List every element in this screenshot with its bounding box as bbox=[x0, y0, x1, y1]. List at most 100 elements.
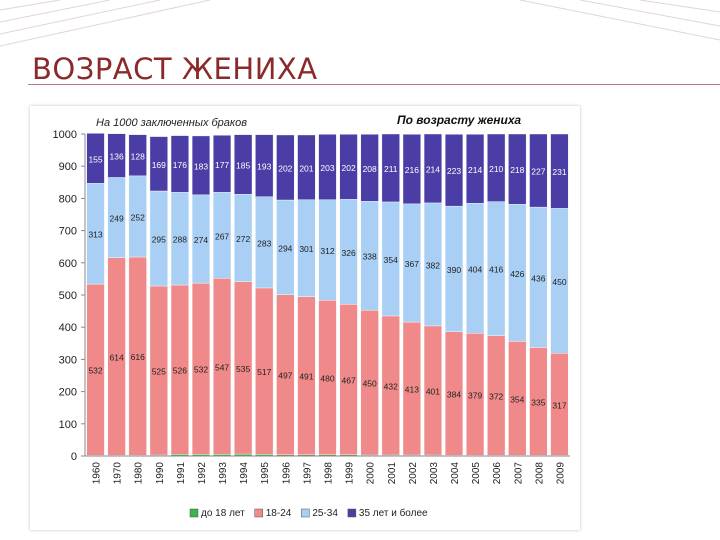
bar-data-label: 201 bbox=[299, 163, 313, 173]
legend-swatch bbox=[347, 508, 357, 518]
bar-data-label: 384 bbox=[447, 390, 461, 400]
bar-data-label: 390 bbox=[447, 265, 461, 275]
bar-data-label: 436 bbox=[531, 273, 545, 283]
bar-data-label: 202 bbox=[341, 163, 355, 173]
bar-segment bbox=[191, 135, 211, 196]
bar-data-label: 214 bbox=[426, 164, 440, 174]
bar-segment bbox=[508, 133, 527, 205]
bar-data-label: 354 bbox=[510, 394, 524, 404]
y-tick-label: 700 bbox=[59, 226, 77, 238]
bar-data-label: 128 bbox=[131, 151, 145, 161]
bar-data-label: 283 bbox=[257, 238, 271, 248]
x-axis: 1960 1970 1980 1990 1991 1992 1993 1994 1995 1996… bbox=[85, 455, 570, 485]
bar-data-label: 467 bbox=[341, 376, 355, 386]
bar-segment bbox=[234, 134, 253, 195]
bar-data-label: 295 bbox=[152, 234, 166, 244]
bar-data-label: 326 bbox=[341, 248, 355, 258]
title-underline bbox=[28, 84, 720, 85]
bar-data-label: 532 bbox=[194, 365, 208, 375]
bar-data-label: 272 bbox=[236, 234, 250, 244]
bar-segment bbox=[487, 133, 506, 202]
x-tick-label: 2000 bbox=[366, 462, 377, 485]
bar-segment bbox=[170, 135, 189, 193]
x-tick-label: 1997 bbox=[302, 462, 313, 485]
bar-data-label: 210 bbox=[489, 164, 503, 174]
bar-data-label: 193 bbox=[257, 162, 271, 172]
bar-data-label: 354 bbox=[384, 255, 398, 265]
chart-title: По возрасту жениха bbox=[397, 113, 521, 127]
y-tick-label: 900 bbox=[59, 161, 77, 173]
bar-data-label: 614 bbox=[110, 353, 124, 363]
chart-subtitle: На 1000 заключенных браков bbox=[96, 117, 247, 129]
bar-segment bbox=[149, 136, 168, 192]
bar-segment bbox=[423, 133, 442, 204]
bar-segment bbox=[255, 134, 274, 197]
slide-title: ВОЗРАСТ ЖЕНИХА bbox=[32, 52, 318, 86]
bar-data-label: 216 bbox=[405, 165, 419, 175]
bar-data-label: 525 bbox=[152, 367, 166, 377]
legend-label: 35 лет и более bbox=[359, 507, 428, 519]
bar-segment bbox=[529, 133, 548, 208]
bar-data-label: 231 bbox=[552, 167, 566, 177]
y-tick-label: 0 bbox=[71, 451, 77, 463]
y-axis: 0 100 200 300 400 500 600 700 800 900 1000 bbox=[53, 129, 86, 463]
bar-data-label: 450 bbox=[552, 277, 566, 287]
bar-data-label: 252 bbox=[131, 212, 145, 222]
x-tick-label: 2008 bbox=[534, 462, 545, 485]
y-tick-label: 300 bbox=[59, 354, 77, 366]
legend-label: 25-34 bbox=[312, 508, 338, 519]
x-tick-label: 2009 bbox=[555, 462, 566, 485]
bar-segment bbox=[107, 133, 126, 178]
x-tick-label: 2007 bbox=[513, 462, 524, 485]
bar-segment bbox=[444, 134, 464, 207]
bar-data-label: 491 bbox=[299, 372, 313, 382]
bar-data-label: 401 bbox=[426, 386, 440, 396]
bar-data-label: 177 bbox=[215, 160, 229, 170]
bar-segment bbox=[550, 133, 569, 209]
bar-data-label: 136 bbox=[110, 152, 124, 162]
bar-data-label: 432 bbox=[384, 381, 398, 391]
bar-data-label: 616 bbox=[131, 352, 145, 362]
chart-legend: до 18 лет 18-24 25-34 35 лет и более bbox=[189, 507, 428, 519]
x-tick-label: 1980 bbox=[134, 462, 145, 485]
bar-data-label: 301 bbox=[299, 244, 313, 254]
x-tick-label: 1999 bbox=[345, 462, 356, 485]
x-tick-label: 2005 bbox=[471, 462, 482, 485]
x-tick-label: 1992 bbox=[197, 462, 208, 485]
y-tick-label: 500 bbox=[59, 290, 77, 302]
bar-segment bbox=[381, 133, 400, 203]
bar-data-label: 379 bbox=[468, 390, 482, 400]
stacked-bar-chart: На 1000 заключенных браков По возрасту ж… bbox=[53, 113, 570, 519]
bar-data-label: 169 bbox=[152, 160, 166, 170]
y-tick-label: 100 bbox=[59, 419, 77, 431]
bar-segment bbox=[86, 133, 105, 184]
bar-data-label: 294 bbox=[278, 243, 292, 253]
x-tick-label: 1996 bbox=[281, 462, 292, 485]
bar-segment bbox=[339, 134, 358, 200]
bar-segment bbox=[128, 134, 147, 177]
bar-data-label: 185 bbox=[236, 160, 250, 170]
bar-data-label: 203 bbox=[320, 163, 334, 173]
y-tick-label: 800 bbox=[59, 193, 77, 205]
x-tick-label: 2002 bbox=[408, 462, 419, 485]
x-tick-label: 1990 bbox=[155, 462, 166, 485]
y-tick-label: 1000 bbox=[53, 129, 77, 141]
bar-data-label: 249 bbox=[110, 214, 124, 224]
bar-data-label: 267 bbox=[215, 231, 229, 241]
bar-data-label: 312 bbox=[320, 246, 334, 256]
legend-swatch bbox=[254, 508, 263, 518]
bar-data-label: 532 bbox=[88, 366, 102, 376]
bar-data-label: 176 bbox=[173, 160, 187, 170]
bar-data-label: 211 bbox=[384, 164, 398, 174]
bar-data-label: 426 bbox=[510, 269, 524, 279]
y-tick-label: 600 bbox=[59, 258, 77, 270]
bar-data-label: 497 bbox=[278, 371, 292, 381]
bar-data-label: 367 bbox=[405, 259, 419, 269]
bar-segment bbox=[466, 134, 485, 204]
bar-data-label: 218 bbox=[510, 165, 524, 175]
chart-panel: На 1000 заключенных браков По возрасту ж… bbox=[30, 106, 580, 530]
bar-data-label: 526 bbox=[173, 366, 187, 376]
bar-segment bbox=[360, 134, 379, 202]
x-tick-label: 1993 bbox=[218, 462, 229, 485]
x-tick-label: 2006 bbox=[492, 462, 503, 485]
